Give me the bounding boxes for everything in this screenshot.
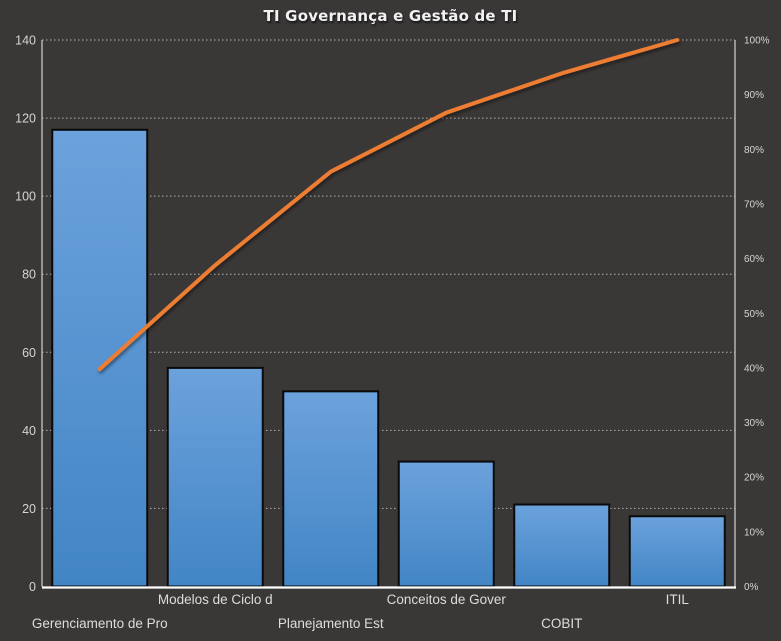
bar-6	[628, 515, 726, 588]
right-axis-tick-label: 20%	[744, 473, 764, 484]
right-axis-tick-label: 100%	[744, 36, 770, 47]
cumulative-line	[97, 38, 680, 371]
right-axis-tick-label: 70%	[744, 199, 764, 210]
category-label-1: Gerenciamento de Pro	[32, 616, 168, 631]
category-label-5: COBIT	[541, 616, 582, 631]
left-axis-tick-label: 40	[22, 424, 36, 438]
right-axis-tick-label: 80%	[744, 145, 764, 156]
right-axis-tick-label: 40%	[744, 363, 764, 374]
category-label-3: Planejamento Est	[278, 616, 384, 631]
bar-4	[397, 460, 495, 588]
bar-5	[513, 503, 611, 588]
bar-2	[166, 366, 264, 588]
left-axis-tick-label: 140	[15, 34, 36, 48]
left-axis-tick-label: 80	[22, 268, 36, 282]
right-axis-tick-label: 50%	[744, 309, 764, 320]
bar-3	[282, 390, 380, 588]
left-axis-tick-label: 120	[15, 112, 36, 126]
left-axis-tick-label: 60	[22, 346, 36, 360]
chart-title: TI Governança e Gestão de TI	[263, 7, 518, 25]
category-label-6: ITIL	[666, 592, 690, 607]
right-axis-tick-label: 90%	[744, 90, 764, 101]
category-label-4: Conceitos de Gover	[387, 592, 507, 607]
bar-1	[51, 128, 149, 588]
left-axis-tick-label: 20	[22, 502, 36, 516]
right-axis-tick-label: 30%	[744, 418, 764, 429]
category-label-2: Modelos de Ciclo d	[158, 592, 273, 607]
right-axis-tick-label: 60%	[744, 254, 764, 265]
left-axis-tick-label: 100	[15, 190, 36, 204]
right-axis-tick-label: 0%	[744, 582, 759, 593]
right-axis-tick-label: 10%	[744, 527, 764, 538]
left-axis-tick-label: 0	[29, 580, 36, 594]
